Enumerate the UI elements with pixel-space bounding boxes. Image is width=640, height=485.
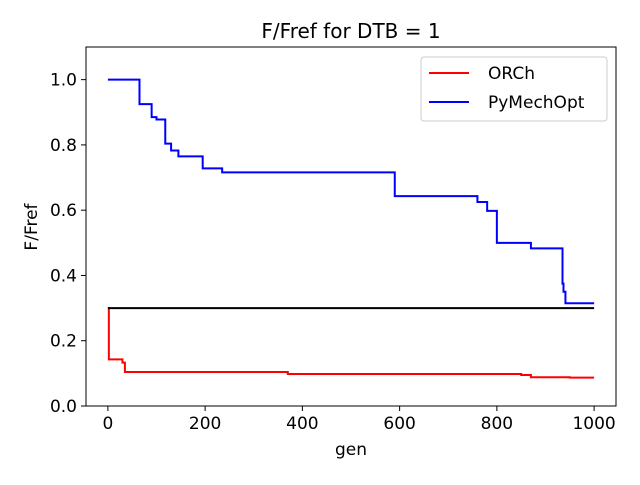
y-tick-label: 0.2 (50, 332, 77, 352)
chart-title: F/Fref for DTB = 1 (261, 19, 440, 43)
legend-label-orch: ORCh (488, 64, 535, 84)
y-tick-label: 0.0 (50, 397, 77, 417)
y-tick-label: 1.0 (50, 71, 77, 91)
x-axis-label: gen (335, 440, 367, 460)
x-tick-label: 200 (189, 414, 221, 434)
series-line-orch (107, 307, 595, 379)
y-tick-label: 0.6 (50, 201, 77, 221)
plot-area: 0 200 400 600 800 1000 0.0 0.2 0.4 0.6 0.8 1.0 ORCh P… (50, 46, 617, 434)
y-tick-label: 0.4 (50, 266, 77, 286)
legend-label-pymechopt: PyMechOpt (488, 93, 585, 113)
series-line-pymechopt (107, 78, 595, 305)
x-tick-label: 1000 (572, 414, 615, 434)
y-tick-label: 0.8 (50, 136, 77, 156)
y-axis-label: F/Fref (22, 202, 42, 250)
x-tick-label: 400 (286, 414, 318, 434)
axes-frame (85, 46, 617, 407)
x-tick-label: 0 (102, 414, 113, 434)
x-tick-label: 600 (383, 414, 415, 434)
x-tick-label: 800 (481, 414, 513, 434)
